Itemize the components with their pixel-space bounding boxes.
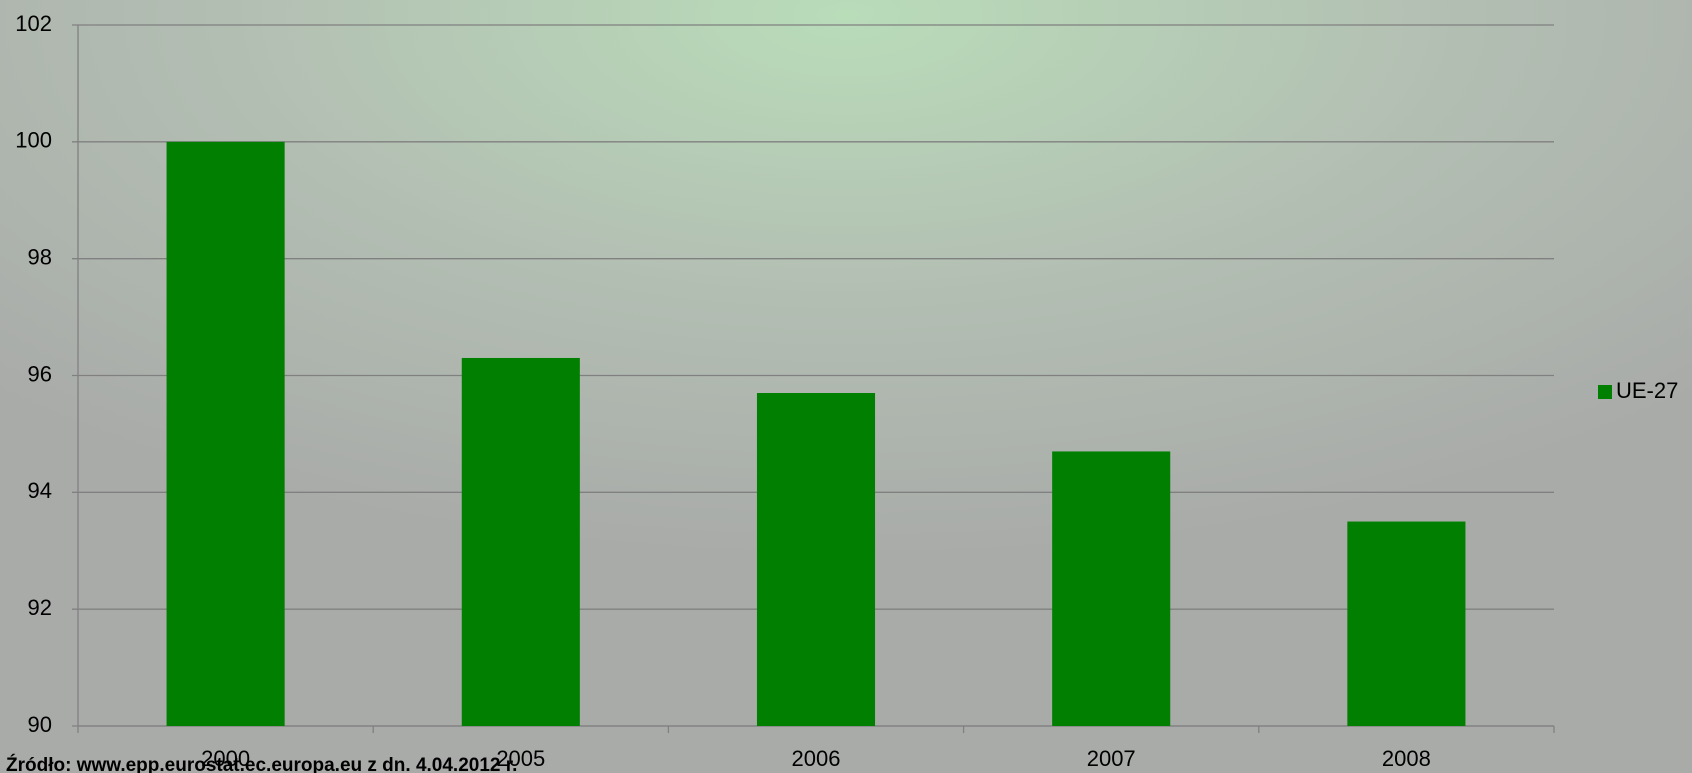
bar (461, 357, 580, 726)
bar (756, 393, 876, 726)
y-tick-label: 96 (28, 361, 52, 386)
legend-label: UE-27 (1616, 378, 1678, 403)
x-tick-label: 2005 (496, 746, 545, 771)
x-tick-label: 2008 (1382, 746, 1431, 771)
bar (166, 141, 285, 727)
x-tick-label: 2000 (201, 746, 250, 771)
legend-swatch (1598, 385, 1612, 399)
bar (1052, 451, 1171, 726)
bar (1347, 521, 1466, 726)
y-tick-label: 98 (28, 244, 52, 269)
y-tick-label: 102 (15, 11, 52, 36)
plot-area: 90 92 94 96 98 100 102 2000 2005 2006 2007 2008 UE-2… (15, 11, 1678, 771)
y-tick-label: 92 (28, 595, 52, 620)
x-tick-label: 2007 (1087, 746, 1136, 771)
source-note: Źródło: www.epp.eurostat.ec.europa.eu z … (6, 754, 517, 773)
y-tick-label: 90 (28, 712, 52, 737)
y-tick-label: 94 (28, 478, 52, 503)
y-tick-label: 100 (15, 128, 52, 153)
x-tick-label: 2006 (792, 746, 841, 771)
